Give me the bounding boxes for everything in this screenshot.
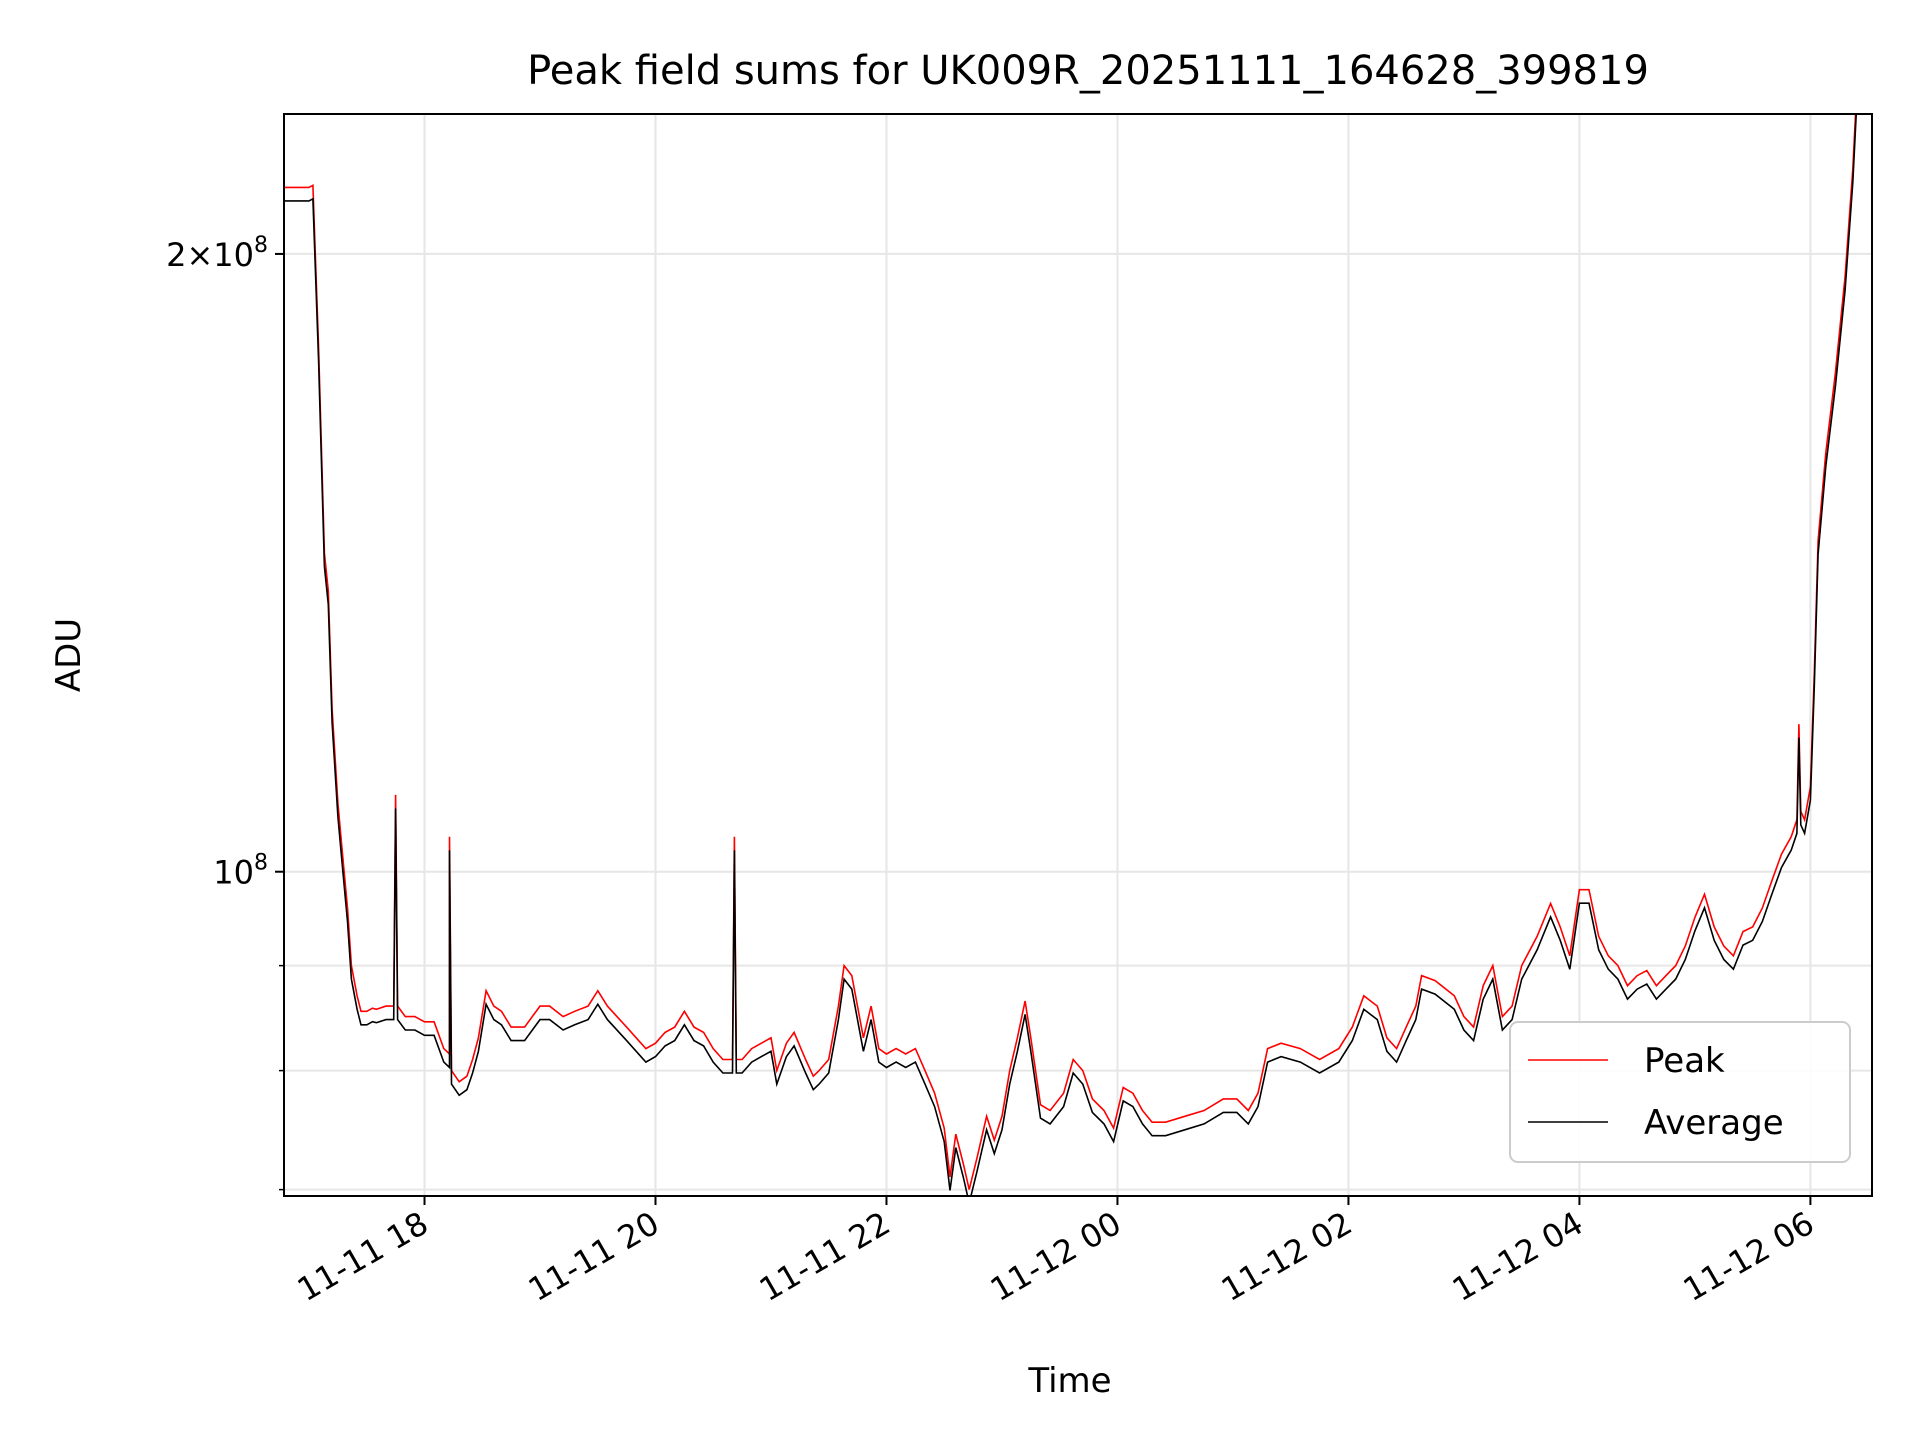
legend-label-average: Average [1644,1103,1784,1143]
y-tick-label-0: 108 [213,851,268,892]
x-tick-label-0: 11-11 18 [291,1204,435,1309]
series-group [284,114,1858,1196]
x-tick-label-6: 11-12 06 [1677,1204,1821,1309]
x-tick-label-2: 11-11 22 [753,1204,897,1309]
series-line-peak [284,114,1857,1190]
series-line-average [284,114,1858,1196]
x-tick-label-1: 11-11 20 [522,1204,666,1309]
y-tick-label-1: 2×108 [166,233,268,274]
chart-title: Peak field sums for UK009R_20251111_1646… [527,48,1649,94]
x-axis-label: Time [1027,1361,1111,1401]
plot-frame [283,113,1873,1197]
x-tick-label-4: 11-12 02 [1215,1204,1359,1309]
x-tick-label-3: 11-12 00 [984,1204,1128,1309]
x-tick-label-5: 11-12 04 [1446,1204,1590,1309]
y-axis-label: ADU [49,618,89,692]
legend-box [1509,1021,1851,1163]
legend-label-peak: Peak [1644,1041,1725,1081]
